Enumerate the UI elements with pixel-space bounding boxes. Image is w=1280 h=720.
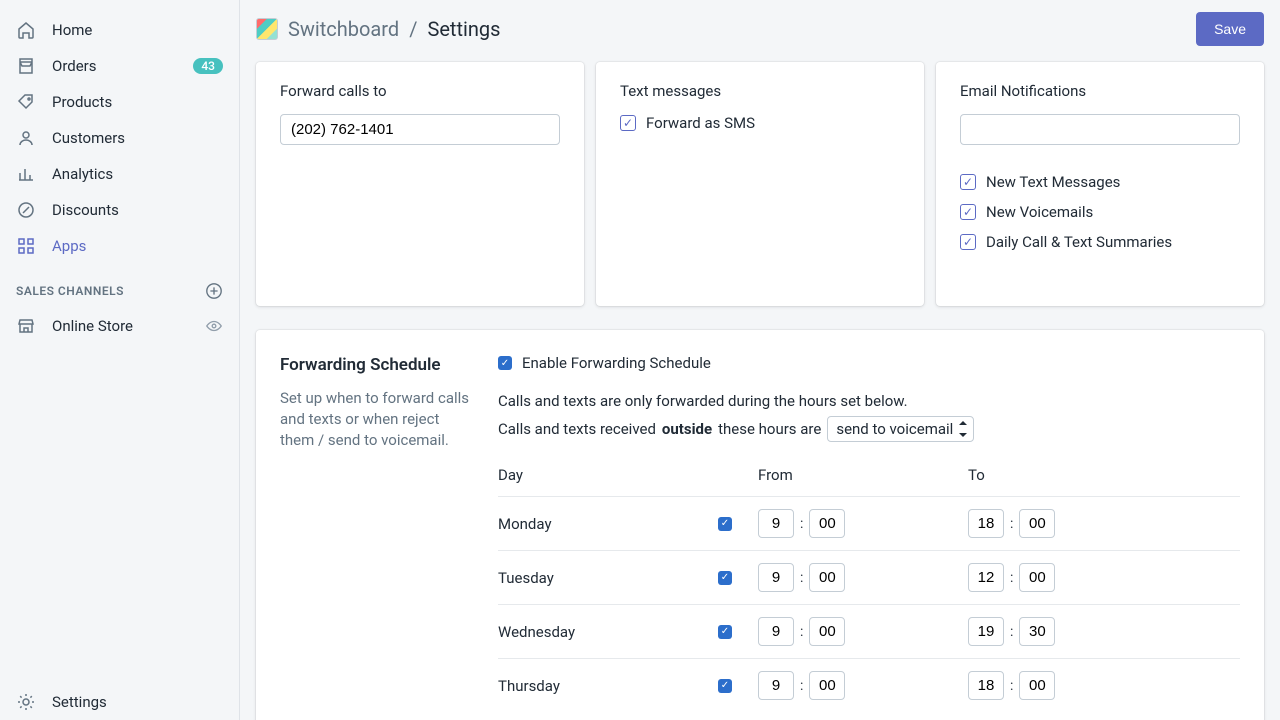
day-label: Monday	[498, 515, 718, 533]
schedule-row-wednesday: Wednesday✓ : :	[498, 604, 1240, 658]
sidebar-item-settings[interactable]: Settings	[0, 684, 239, 720]
schedule-help-2: Calls and texts received outside these h…	[498, 416, 1240, 442]
from-hour-input[interactable]	[758, 563, 794, 592]
channel-item-online-store[interactable]: Online Store	[0, 308, 239, 344]
email-notifications-card: Email Notifications ✓ New Text Messages ✓ N…	[936, 62, 1264, 306]
schedule-desc: Set up when to forward calls and texts o…	[280, 388, 470, 451]
email-opt-2-label: Daily Call & Text Summaries	[986, 233, 1172, 251]
day-label: Thursday	[498, 677, 718, 695]
save-button[interactable]: Save	[1196, 12, 1264, 46]
forward-calls-card: Forward calls to	[256, 62, 584, 306]
col-day: Day	[498, 466, 758, 484]
products-icon	[16, 92, 36, 112]
orders-badge: 43	[193, 58, 223, 74]
to-hour-input[interactable]	[968, 671, 1004, 700]
breadcrumb-sep: /	[409, 17, 417, 41]
sidebar-item-analytics[interactable]: Analytics	[0, 156, 239, 192]
email-opt-2-checkbox[interactable]: ✓	[960, 234, 976, 250]
apps-icon	[16, 236, 36, 256]
discounts-icon	[16, 200, 36, 220]
col-to: To	[968, 466, 1240, 484]
schedule-row-monday: Monday✓ : :	[498, 496, 1240, 550]
channel-label: Online Store	[52, 317, 133, 335]
settings-label: Settings	[52, 693, 107, 711]
sidebar-item-label: Products	[52, 93, 112, 111]
app-icon	[256, 18, 278, 40]
day-enabled-checkbox[interactable]: ✓	[718, 571, 732, 585]
forward-sms-checkbox[interactable]: ✓	[620, 115, 636, 131]
forward-calls-title: Forward calls to	[280, 82, 560, 100]
breadcrumb-page: Settings	[427, 17, 500, 41]
view-store-icon[interactable]	[205, 317, 223, 335]
add-channel-icon[interactable]	[205, 282, 223, 300]
day-enabled-checkbox[interactable]: ✓	[718, 679, 732, 693]
store-icon	[16, 316, 36, 336]
day-label: Wednesday	[498, 623, 718, 641]
sidebar-item-customers[interactable]: Customers	[0, 120, 239, 156]
forward-sms-label: Forward as SMS	[646, 114, 755, 132]
sidebar-item-label: Customers	[52, 129, 125, 147]
day-label: Tuesday	[498, 569, 718, 587]
forward-number-input[interactable]	[280, 114, 560, 145]
sidebar-item-discounts[interactable]: Discounts	[0, 192, 239, 228]
text-messages-card: Text messages ✓ Forward as SMS	[596, 62, 924, 306]
to-hour-input[interactable]	[968, 617, 1004, 646]
analytics-icon	[16, 164, 36, 184]
to-hour-input[interactable]	[968, 509, 1004, 538]
sidebar-item-label: Home	[52, 21, 92, 39]
schedule-help-1: Calls and texts are only forwarded durin…	[498, 392, 1240, 410]
sidebar-item-orders[interactable]: Orders 43	[0, 48, 239, 84]
from-min-input[interactable]	[809, 671, 845, 700]
text-messages-title: Text messages	[620, 82, 900, 100]
sidebar-item-apps[interactable]: Apps	[0, 228, 239, 264]
email-notifications-title: Email Notifications	[960, 82, 1240, 100]
sales-channels-label: SALES CHANNELS	[16, 284, 124, 298]
email-opt-1-checkbox[interactable]: ✓	[960, 204, 976, 220]
sidebar-item-label: Orders	[52, 57, 97, 75]
email-opt-0-label: New Text Messages	[986, 173, 1120, 191]
schedule-row-thursday: Thursday✓ : :	[498, 658, 1240, 712]
sidebar-item-label: Analytics	[52, 165, 113, 183]
sidebar-item-products[interactable]: Products	[0, 84, 239, 120]
breadcrumb: Switchboard / Settings	[256, 17, 500, 41]
home-icon	[16, 20, 36, 40]
to-min-input[interactable]	[1019, 563, 1055, 592]
to-hour-input[interactable]	[968, 563, 1004, 592]
topbar: Switchboard / Settings Save	[240, 0, 1280, 58]
outside-action-select[interactable]: send to voicemail	[827, 416, 974, 442]
email-opt-1-label: New Voicemails	[986, 203, 1093, 221]
from-hour-input[interactable]	[758, 617, 794, 646]
sidebar-item-label: Apps	[52, 237, 86, 255]
content-scroll[interactable]: Forward calls to Text messages ✓ Forward…	[240, 58, 1280, 720]
enable-schedule-checkbox[interactable]: ✓	[498, 356, 512, 370]
col-from: From	[758, 466, 968, 484]
from-min-input[interactable]	[809, 509, 845, 538]
sidebar-item-label: Discounts	[52, 201, 119, 219]
sales-channels-header: SALES CHANNELS	[0, 264, 239, 308]
day-enabled-checkbox[interactable]: ✓	[718, 625, 732, 639]
from-min-input[interactable]	[809, 617, 845, 646]
email-input[interactable]	[960, 114, 1240, 145]
email-opt-0-checkbox[interactable]: ✓	[960, 174, 976, 190]
customers-icon	[16, 128, 36, 148]
forwarding-schedule-card: Forwarding Schedule Set up when to forwa…	[256, 330, 1264, 720]
schedule-title: Forwarding Schedule	[280, 354, 470, 376]
from-hour-input[interactable]	[758, 509, 794, 538]
main-area: Switchboard / Settings Save Forward call…	[240, 0, 1280, 720]
to-min-input[interactable]	[1019, 671, 1055, 700]
enable-schedule-label: Enable Forwarding Schedule	[522, 354, 711, 372]
schedule-row-tuesday: Tuesday✓ : :	[498, 550, 1240, 604]
sidebar: Home Orders 43 Products Customers Analytics Di…	[0, 0, 240, 720]
to-min-input[interactable]	[1019, 617, 1055, 646]
orders-icon	[16, 56, 36, 76]
gear-icon	[16, 692, 36, 712]
breadcrumb-app[interactable]: Switchboard	[288, 17, 399, 41]
from-hour-input[interactable]	[758, 671, 794, 700]
sidebar-item-home[interactable]: Home	[0, 12, 239, 48]
schedule-table-head: Day From To	[498, 458, 1240, 496]
to-min-input[interactable]	[1019, 509, 1055, 538]
from-min-input[interactable]	[809, 563, 845, 592]
day-enabled-checkbox[interactable]: ✓	[718, 517, 732, 531]
